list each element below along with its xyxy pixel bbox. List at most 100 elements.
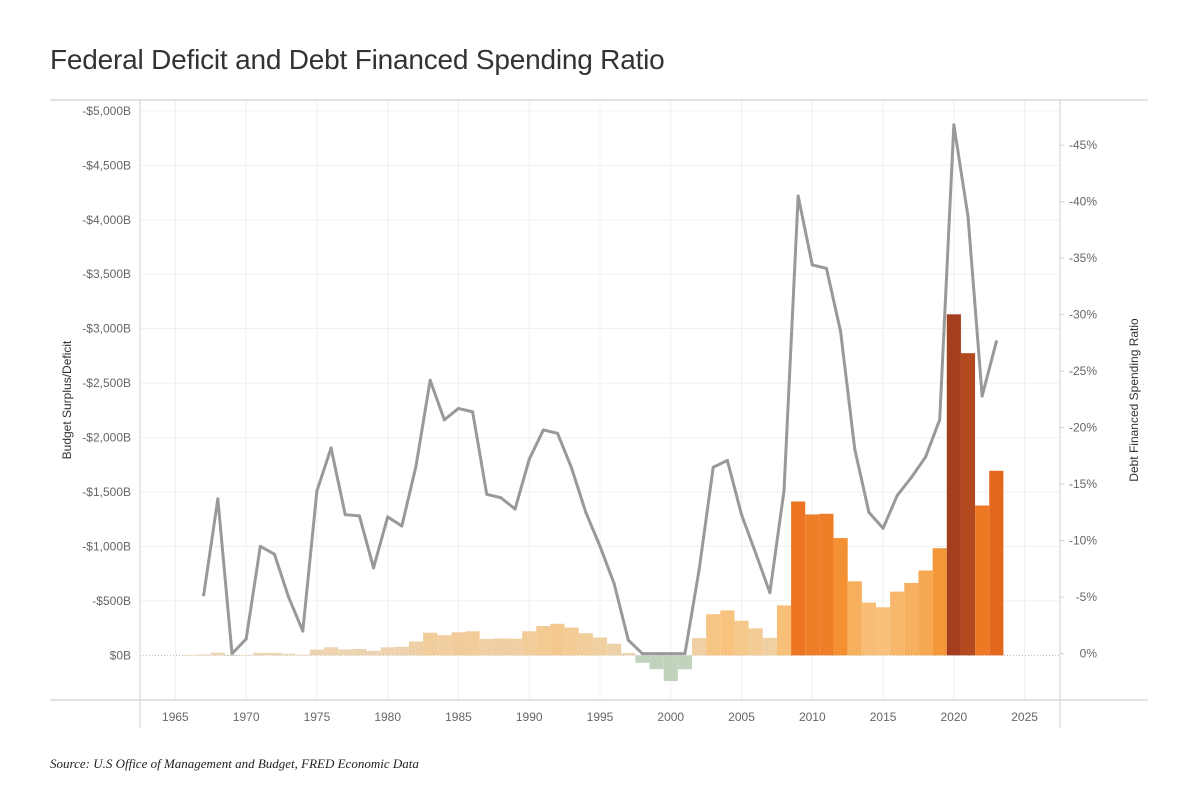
y-tick-label: -$5,000B [82,104,131,118]
deficit-bar-2001 [677,655,692,670]
ratio-point-2002 [697,568,701,572]
y-tick-label: -$4,000B [82,213,131,227]
ratio-point-2010 [810,263,814,267]
ratio-point-1984 [442,418,446,422]
deficit-bar-1990 [522,631,537,656]
ratio-point-2004 [725,458,729,462]
x-tick-label: 2025 [1011,710,1038,724]
deficit-bar-2005 [734,620,749,656]
y2-tick-label: -25% [1069,364,1097,378]
x-tick-label: 2015 [870,710,897,724]
ratio-point-1995 [598,544,602,548]
ratio-point-1982 [414,464,418,468]
ratio-point-1971 [258,544,262,548]
deficit-bar-1973 [281,653,296,656]
ratio-point-2018 [924,455,928,459]
x-tick-label: 1985 [445,710,472,724]
deficit-bar-1982 [408,641,424,656]
y2-tick-label: -35% [1069,251,1097,265]
ratio-point-2020 [952,123,956,127]
ratio-point-1980 [386,515,390,519]
y-axis-title: Budget Surplus/Deficit [60,340,74,459]
ratio-point-2007 [768,591,772,595]
ratio-point-2000 [669,652,673,656]
deficit-bar-1969 [224,655,240,656]
deficit-bar-1966 [182,654,197,656]
y-tick-label: -$2,500B [82,376,131,390]
ratio-point-1991 [541,428,545,432]
y2-tick-label: -20% [1069,421,1097,435]
deficit-bar-2002 [692,638,707,656]
y2-tick-label: -45% [1069,138,1097,152]
ratio-point-1969 [230,652,234,656]
ratio-point-2009 [796,194,800,198]
deficit-bar-1992 [550,623,565,656]
deficit-bar-1986 [465,631,480,656]
deficit-bar-1979 [366,650,381,656]
deficit-bar-2019 [932,548,947,656]
deficit-bar-1976 [324,647,339,656]
x-tick-label: 1965 [162,710,189,724]
ratio-point-1999 [655,652,659,656]
deficit-bar-2018 [918,570,933,656]
deficit-bar-2003 [706,614,721,656]
x-tick-label: 1995 [587,710,614,724]
x-tick-label: 1980 [374,710,401,724]
ratio-point-1979 [372,566,376,570]
y2-axis-title: Debt Financed Spending Ratio [1127,318,1141,482]
ratio-point-2008 [782,489,786,493]
deficit-bar-2021 [960,353,976,656]
deficit-bar-2008 [776,605,792,656]
ratio-point-1972 [272,552,276,556]
y2-tick-label: -40% [1069,195,1097,209]
ratio-point-1981 [400,524,404,528]
deficit-bar-2006 [748,628,763,656]
deficit-bar-2010 [805,514,820,656]
deficit-bar-2020 [946,314,961,656]
ratio-point-1977 [343,513,347,517]
deficit-bar-2004 [720,610,735,656]
deficit-bar-2016 [890,591,905,656]
ratio-point-2003 [711,465,715,469]
deficit-bar-1987 [479,639,494,656]
ratio-point-2014 [867,510,871,514]
ratio-point-1967 [202,593,206,597]
deficit-bar-2011 [819,513,834,656]
deficit-bar-1994 [578,633,593,656]
y-tick-label: -$2,000B [82,431,131,445]
ratio-point-2021 [966,214,970,218]
y2-tick-label: -5% [1076,590,1098,604]
deficit-bar-1985 [451,632,466,656]
ratio-point-2015 [881,526,885,530]
x-tick-label: 2020 [940,710,967,724]
ratio-point-2022 [980,394,984,398]
ratio-point-1993 [570,466,574,470]
deficit-bar-1997 [621,652,636,656]
deficit-bar-1972 [267,652,282,656]
y-tick-label: $0B [110,648,131,662]
ratio-point-2005 [740,513,744,517]
ratio-point-1978 [357,514,361,518]
ratio-point-1992 [556,431,560,435]
deficit-bar-2012 [833,538,848,656]
x-tick-label: 2005 [728,710,755,724]
x-tick-label: 1990 [516,710,543,724]
y2-tick-label: -30% [1069,308,1097,322]
ratio-point-2011 [824,266,828,270]
deficit-bar-1999 [649,655,664,670]
axes-layer: 1965 1970 1975 1980 1985 1990 1995 2000 2005 2010… [50,99,1148,728]
deficit-bar-1967 [196,654,211,656]
ratio-point-1986 [471,410,475,414]
ratio-point-1998 [640,652,644,656]
deficit-bar-1970 [239,655,254,656]
ratio-point-2023 [994,340,998,344]
deficit-bar-1978 [352,648,367,656]
deficit-bar-2014 [861,602,876,656]
deficit-bar-1974 [295,654,310,656]
chart-title: Federal Deficit and Debt Financed Spendi… [50,44,665,75]
deficit-bar-2017 [904,582,919,656]
deficit-bar-1981 [394,646,409,656]
ratio-point-2016 [895,493,899,497]
deficit-bar-1988 [493,638,508,656]
